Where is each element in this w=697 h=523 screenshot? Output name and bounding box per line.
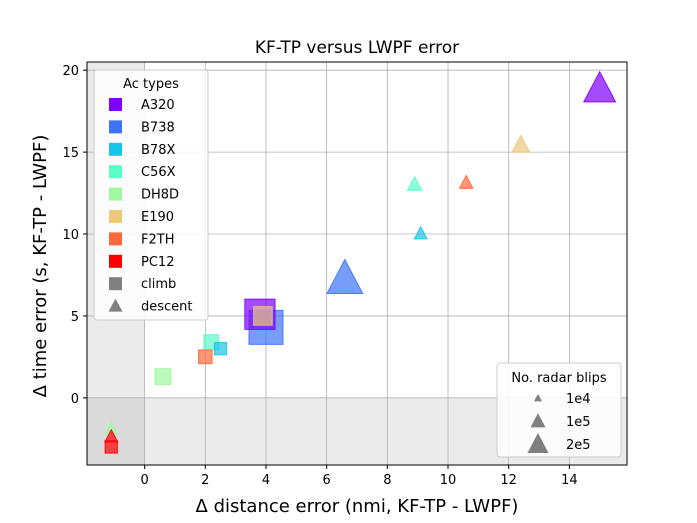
point-b78x-climb — [213, 342, 228, 356]
x-tick-label: 2 — [201, 473, 209, 488]
x-tick-label: 0 — [140, 473, 148, 488]
legend-ac-types: Ac types A320 B738 B78X C56X DH8D E190 F2TH PC1… — [93, 69, 209, 321]
point-b78x-descent — [413, 225, 428, 240]
legend-swatch-e190 — [109, 210, 122, 223]
y-tick-label: 10 — [62, 228, 79, 243]
point-e190-climb — [253, 306, 273, 326]
x-tick-label: 4 — [262, 473, 270, 488]
point-dh8d-climb — [154, 368, 172, 385]
point-e190-descent — [511, 134, 531, 153]
point-pc12-climb — [104, 440, 118, 454]
legend-label-e190: E190 — [141, 210, 174, 225]
legend-radar-blips-title: No. radar blips — [511, 371, 606, 386]
legend-swatch-pc12 — [109, 254, 122, 268]
legend-label-b78x: B78X — [141, 143, 175, 158]
legend-swatch-dh8d — [109, 187, 122, 201]
legend-label-f2th: F2TH — [141, 232, 174, 247]
point-a320-descent — [582, 70, 617, 103]
legend-size-label: 1e4 — [566, 392, 591, 407]
y-tick-label: 0 — [71, 392, 79, 407]
point-b738-descent — [326, 258, 364, 294]
y-ticks: 0 5 10 15 20 — [62, 64, 87, 407]
point-f2th-climb — [197, 349, 213, 365]
legend-radar-blips: No. radar blips 1e4 1e5 2e5 — [496, 362, 622, 458]
legend-swatch-b78x — [109, 142, 122, 156]
legend-swatch-descent — [108, 298, 123, 312]
x-tick-label: 8 — [383, 473, 391, 488]
x-tick-label: 10 — [440, 473, 457, 488]
y-tick-label: 15 — [62, 146, 79, 161]
chart-title: KF-TP versus LWPF error — [255, 38, 459, 58]
legend-label-c56x: C56X — [141, 165, 176, 180]
legend-label-climb: climb — [141, 277, 176, 292]
legend-label-pc12: PC12 — [141, 255, 174, 270]
legend-swatch-climb — [109, 277, 122, 291]
legend-size-marker — [527, 433, 549, 453]
x-tick-label: 12 — [500, 473, 517, 488]
legend-swatch-f2th — [109, 232, 122, 246]
legend-size-marker — [534, 393, 542, 402]
y-axis-label: Δ time error (s, KF-TP - LWPF) — [30, 135, 51, 398]
legend-swatch-a320 — [109, 98, 122, 111]
legend-size-label: 1e5 — [566, 415, 591, 430]
point-f2th-descent — [458, 174, 474, 189]
point-c56x-descent — [406, 175, 423, 191]
legend-ac-types-frame — [93, 69, 209, 321]
legend-label-b738: B738 — [141, 120, 175, 135]
legend-ac-types-title: Ac types — [123, 77, 179, 92]
legend-label-descent: descent — [141, 300, 193, 315]
legend-label-dh8d: DH8D — [141, 188, 179, 203]
data-points — [104, 70, 617, 454]
x-tick-label: 14 — [561, 473, 578, 488]
legend-size-marker — [530, 413, 546, 428]
legend-size-label: 2e5 — [566, 438, 591, 453]
x-tick-label: 6 — [323, 473, 331, 488]
legend-label-a320: A320 — [141, 98, 175, 113]
y-tick-label: 5 — [71, 310, 79, 325]
plot-frame — [86, 61, 628, 466]
point-pc12-descent — [104, 428, 119, 443]
x-axis-label: Δ distance error (nmi, KF-TP - LWPF) — [196, 496, 519, 517]
legend-swatch-c56x — [109, 165, 122, 179]
legend-radar-blips-frame — [496, 362, 622, 458]
y-tick-label: 20 — [62, 64, 79, 79]
x-ticks: 0 2 4 6 8 10 12 14 — [140, 465, 578, 488]
legend-swatch-b738 — [109, 120, 122, 134]
